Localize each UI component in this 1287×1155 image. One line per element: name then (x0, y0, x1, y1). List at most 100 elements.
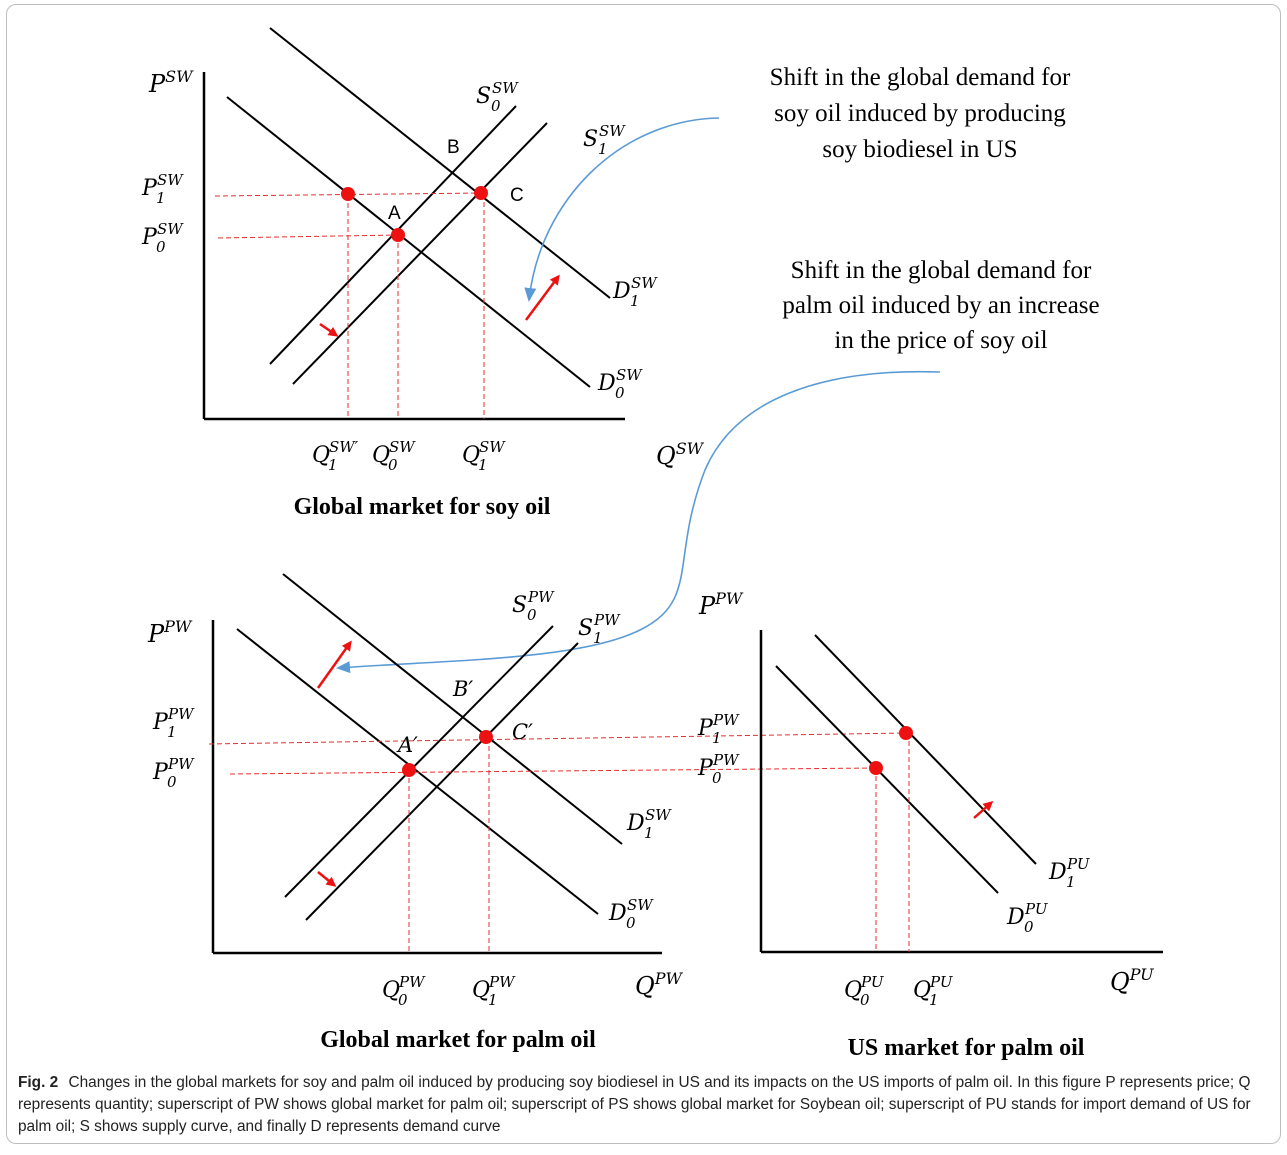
svg-text:D: D (608, 901, 627, 926)
svg-text:0: 0 (491, 97, 501, 115)
svg-text:S: S (476, 84, 491, 109)
soy-demand-d1 (269, 27, 611, 299)
svg-text:PW: PW (167, 755, 195, 773)
svg-text:Q: Q (382, 978, 400, 1003)
svg-text:PW: PW (712, 751, 740, 769)
svg-text:0: 0 (1024, 918, 1034, 936)
svg-text:1: 1 (598, 140, 608, 158)
svg-text:SW: SW (389, 438, 416, 456)
svg-text:1: 1 (488, 991, 498, 1009)
svg-text:1: 1 (167, 723, 177, 741)
svg-text:D: D (597, 371, 616, 396)
svg-text:SW: SW (479, 438, 506, 456)
soy-curve-d0-label: D SW 0 (597, 366, 643, 402)
svg-text:S: S (578, 616, 593, 641)
palm-global-guide-lines (208, 732, 907, 953)
svg-text:soy oil induced by producing: soy oil induced by producing (774, 100, 1066, 127)
svg-text:1: 1 (929, 991, 939, 1009)
svg-text:Q: Q (844, 978, 862, 1003)
svg-text:SW: SW (645, 806, 672, 824)
palm-us-demand-d0 (775, 665, 999, 894)
palm-us-quantity-q1-label: Q PU 1 (913, 973, 954, 1009)
palm-global-demand-d1 (282, 573, 623, 845)
svg-text:SW: SW (157, 171, 184, 189)
soy-point-a-label: A (388, 203, 401, 224)
svg-text:PW: PW (398, 973, 426, 991)
svg-text:PW: PW (593, 611, 621, 629)
svg-text:P: P (141, 225, 158, 250)
svg-text:Q: Q (312, 443, 330, 468)
palm-global-curve-d1-label: D SW 1 (626, 806, 672, 842)
svg-text:PU: PU (860, 973, 885, 991)
svg-text:Q: Q (462, 443, 480, 468)
figure-caption: Fig. 2 Changes in the global markets for… (18, 1072, 1273, 1138)
soy-supply-shift-arrow (319, 322, 339, 337)
soy-curve-s1-label: S SW 1 (583, 122, 626, 158)
palm-global-point-c-label: C′ (512, 720, 533, 744)
palm-us-x-axis-label: QPU (1110, 965, 1154, 996)
soy-point-a-dot (391, 228, 405, 242)
palm-global-demand-shift-arrow (316, 640, 352, 689)
svg-text:PU: PU (1024, 900, 1049, 918)
soy-point-c-label: C (510, 185, 524, 206)
svg-text:D: D (1048, 860, 1067, 885)
svg-text:0: 0 (167, 773, 177, 791)
svg-text:SW: SW (616, 366, 643, 384)
svg-text:SW: SW (631, 274, 658, 292)
palm-us-price-p0-label: P PW 0 (697, 751, 740, 787)
palm-us-point-p0-dot (869, 761, 883, 775)
svg-text:Shift in the global demand for: Shift in the global demand for (770, 64, 1071, 91)
svg-text:PW: PW (712, 711, 740, 729)
palm-us-panel-title: US market for palm oil (848, 1035, 1085, 1061)
svg-text:1: 1 (1066, 873, 1076, 891)
palm-global-panel-title: Global market for palm oil (320, 1027, 596, 1053)
svg-text:0: 0 (712, 769, 722, 787)
soy-supply-s1 (292, 122, 548, 385)
palm-global-supply-shift-arrow (317, 871, 337, 887)
svg-text:SW′: SW′ (329, 438, 359, 456)
svg-text:PU: PU (929, 973, 954, 991)
svg-text:PW: PW (488, 973, 516, 991)
svg-text:in the price of soy oil: in the price of soy oil (834, 327, 1047, 354)
palm-global-price-p1-label: P PW 1 (152, 705, 195, 741)
palm-us-quantity-q0-label: Q PU 0 (844, 973, 885, 1009)
svg-text:SW: SW (157, 220, 184, 238)
soy-point-b-label: B (447, 137, 460, 158)
palm-global-supply-s1 (305, 642, 579, 921)
palm-us-point-p1-dot (899, 726, 913, 740)
svg-text:1: 1 (593, 629, 603, 647)
palm-global-point-a-dot (402, 763, 416, 777)
figure-caption-text: Changes in the global markets for soy an… (18, 1074, 1251, 1135)
svg-text:0: 0 (527, 606, 537, 624)
palm-us-panel: PPW QPU P PW 1 P PW 0 D PU 1 D PU 0 Q PU… (697, 589, 1163, 1061)
palm-global-price-p0-label: P PW 0 (152, 755, 195, 791)
svg-text:P: P (152, 760, 169, 785)
svg-text:PW: PW (527, 588, 555, 606)
palm-us-demand-d1 (814, 634, 1037, 865)
svg-text:P: P (152, 710, 169, 735)
svg-text:S: S (512, 593, 527, 618)
soy-panel: A B C PSW QSW S SW 0 S SW 1 D SW 1 D SW … (141, 27, 705, 520)
svg-text:PW: PW (167, 705, 195, 723)
svg-text:SW: SW (627, 896, 654, 914)
palm-us-y-axis-label: PPW (698, 589, 744, 620)
soy-panel-title: Global market for soy oil (294, 494, 551, 520)
svg-text:Q: Q (472, 978, 490, 1003)
palm-us-price-p1-label: P PW 1 (697, 711, 740, 747)
svg-text:Shift in the global demand for: Shift in the global demand for (791, 257, 1092, 284)
svg-text:Q: Q (913, 978, 931, 1003)
palm-global-demand-d0 (236, 628, 599, 915)
soy-quantity-q1-label: Q SW 1 (462, 438, 506, 474)
palm-global-curve-s0-label: S PW 0 (512, 588, 555, 624)
svg-text:D: D (612, 279, 631, 304)
soy-x-axis-label: QSW (656, 439, 705, 470)
svg-text:D: D (626, 811, 645, 836)
palm-global-quantity-q0-label: Q PW 0 (382, 973, 426, 1009)
svg-text:0: 0 (626, 914, 636, 932)
svg-text:Q: Q (372, 443, 390, 468)
palm-global-panel: A′ B′ C′ PPW QPW S PW 0 S PW 1 D SW 1 D … (147, 573, 907, 1053)
soy-curve-s0-label: S SW 0 (476, 79, 519, 115)
soy-shift-connector (524, 117, 720, 302)
palm-us-demand-shift-arrow (973, 801, 994, 819)
palm-global-y-axis-label: PPW (147, 617, 193, 648)
